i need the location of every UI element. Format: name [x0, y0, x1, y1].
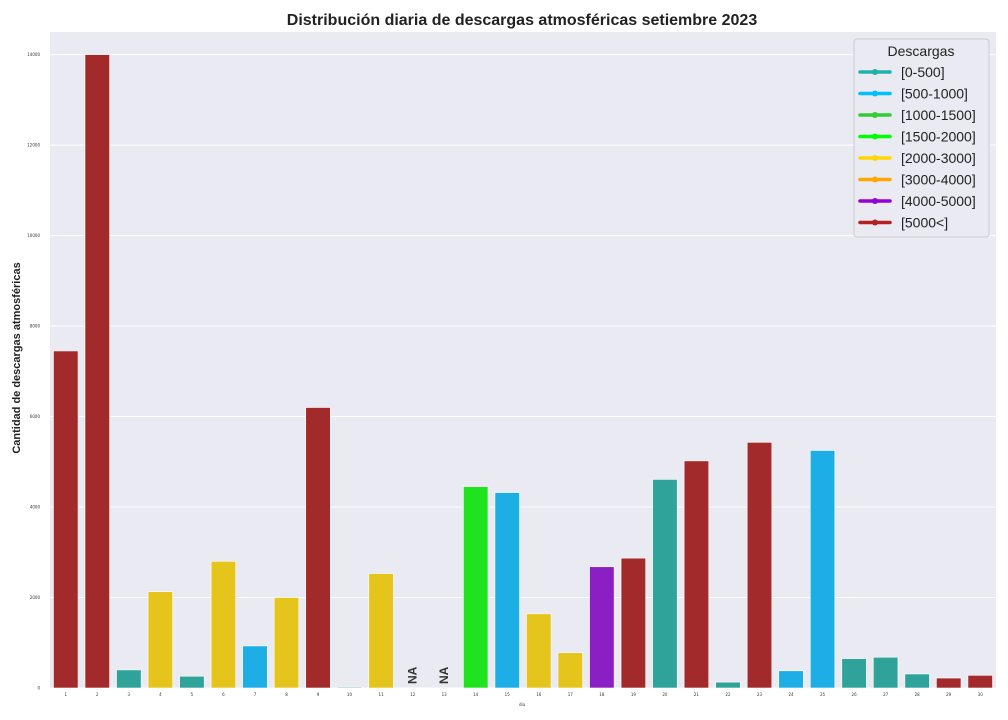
- bar: [809, 450, 836, 689]
- legend-swatch-marker: [872, 112, 878, 118]
- x-tick-label: 20: [662, 692, 668, 697]
- bar: [210, 561, 237, 689]
- y-tick-label: 6000: [30, 414, 41, 419]
- x-tick-label: 25: [820, 692, 826, 697]
- x-tick-label: 18: [599, 692, 605, 697]
- bar: [683, 460, 710, 689]
- legend-entry-label: [5000<]: [901, 215, 948, 231]
- x-tick-label: 23: [757, 692, 763, 697]
- bar: [936, 677, 962, 689]
- x-axis-ticks: 1 2 3 4 5 6 7 8 9 10 11 12 13 14 15 16 17 18 19 20 21 22 23 24 2…: [64, 692, 983, 697]
- x-tick-label: 12: [410, 692, 416, 697]
- x-tick-label: 2: [96, 692, 99, 697]
- bar: [778, 670, 804, 689]
- bar: [904, 673, 930, 689]
- bar: [336, 686, 363, 689]
- y-tick-label: 12000: [27, 143, 40, 148]
- bar: [873, 656, 899, 689]
- x-tick-label: 13: [442, 692, 448, 697]
- x-tick-label: 1: [64, 692, 67, 697]
- legend-title: Descargas: [888, 43, 955, 59]
- bar: [147, 591, 173, 689]
- bar: [179, 675, 205, 689]
- x-tick-label: 14: [473, 692, 479, 697]
- legend-swatch-marker: [872, 90, 878, 97]
- x-tick-label: 3: [128, 692, 131, 697]
- legend: Descargas [0-500] [500-1000] [1000-1500] [1…: [853, 38, 990, 238]
- bar: [305, 407, 331, 689]
- chart-title: Distribución diaria de descargas atmosfé…: [287, 12, 758, 29]
- bars: NA NA: [53, 54, 993, 689]
- x-tick-label: 6: [222, 692, 225, 697]
- y-axis-ticks: 0 2000 4000 6000 8000 10000 12000 14000: [27, 52, 40, 690]
- grid: [50, 54, 996, 689]
- bar: [116, 669, 142, 689]
- y-axis-label: Cantidad de descargas atmosféricas: [11, 262, 23, 453]
- legend-swatch-marker: [872, 155, 878, 161]
- legend-swatch-marker: [872, 176, 878, 183]
- x-tick-label: 21: [694, 692, 700, 697]
- y-tick-label: 4000: [30, 505, 41, 510]
- bar: [746, 442, 773, 689]
- y-tick-label: 10000: [27, 233, 40, 238]
- bar: [557, 652, 583, 689]
- y-tick-label: 8000: [30, 324, 41, 329]
- bar: [368, 573, 394, 689]
- x-tick-label: 10: [347, 692, 353, 697]
- missing-value-label: NA: [437, 666, 451, 684]
- missing-value-label: NA: [406, 666, 420, 684]
- legend-swatch-marker: [872, 69, 878, 75]
- bar: [841, 658, 867, 689]
- bar: [242, 645, 268, 689]
- y-tick-label: 2000: [30, 595, 41, 600]
- legend-entry-label: [0-500]: [901, 64, 945, 80]
- x-tick-label: 22: [725, 692, 731, 697]
- x-tick-label: 29: [946, 692, 952, 697]
- y-tick-label: 0: [37, 686, 40, 691]
- bar: [526, 613, 552, 689]
- x-tick-label: 5: [191, 692, 194, 697]
- bar: [84, 54, 110, 689]
- x-tick-label: 11: [379, 692, 385, 697]
- x-tick-label: 27: [883, 692, 889, 697]
- bar: [494, 492, 520, 689]
- legend-entry-label: [2000-3000]: [901, 150, 976, 166]
- legend-box: [853, 38, 990, 238]
- bar: [589, 566, 615, 689]
- x-tick-label: 19: [631, 692, 637, 697]
- x-axis-label: dia: [519, 702, 526, 707]
- bar: [652, 479, 678, 689]
- x-tick-label: 17: [568, 692, 574, 697]
- legend-entry-label: [1000-1500]: [901, 107, 976, 123]
- x-tick-label: 26: [852, 692, 858, 697]
- bar: [53, 350, 79, 689]
- bar: [715, 681, 741, 689]
- x-tick-label: 15: [505, 692, 511, 697]
- legend-entry-label: [1500-2000]: [901, 129, 976, 145]
- legend-entry-label: [500-1000]: [901, 86, 968, 102]
- x-tick-label: 16: [536, 692, 542, 697]
- x-tick-label: 8: [285, 692, 288, 697]
- legend-entry-label: [3000-4000]: [901, 172, 976, 188]
- plot-area: [50, 32, 996, 688]
- x-tick-label: 30: [978, 692, 984, 697]
- legend-entry-label: [4000-5000]: [901, 193, 976, 209]
- x-tick-label: 24: [788, 692, 794, 697]
- x-tick-label: 9: [317, 692, 320, 697]
- bar: [463, 486, 489, 689]
- legend-swatch-marker: [872, 198, 878, 204]
- legend-swatch-marker: [872, 219, 878, 226]
- legend-swatch-marker: [872, 133, 878, 140]
- bar: [620, 557, 646, 689]
- x-tick-label: 28: [915, 692, 921, 697]
- bar: [967, 675, 993, 689]
- y-tick-label: 14000: [27, 52, 40, 57]
- x-tick-label: 4: [159, 692, 162, 697]
- bar: [273, 597, 300, 689]
- x-tick-label: 7: [254, 692, 257, 697]
